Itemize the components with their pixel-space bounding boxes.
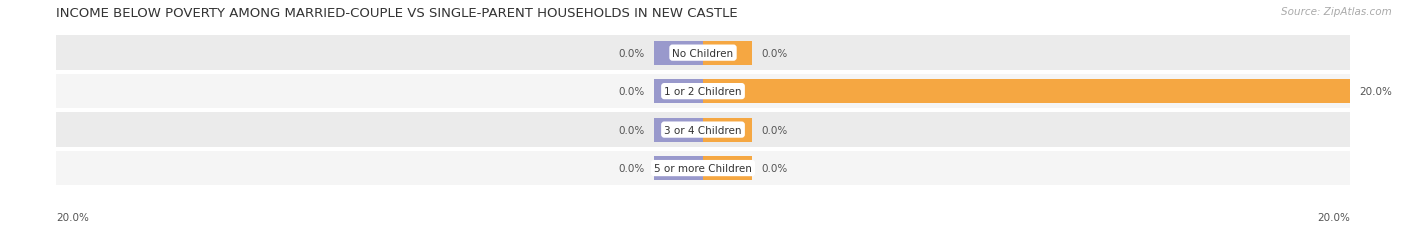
Text: 20.0%: 20.0% [56,212,89,222]
Bar [56,151,1350,185]
Text: 0.0%: 0.0% [619,87,645,97]
Bar [703,156,752,180]
Text: No Children: No Children [672,49,734,58]
Text: 0.0%: 0.0% [761,125,787,135]
Text: 0.0%: 0.0% [619,49,645,58]
Text: 20.0%: 20.0% [1317,212,1350,222]
Text: 3 or 4 Children: 3 or 4 Children [664,125,742,135]
Bar [655,42,703,65]
Text: 0.0%: 0.0% [619,125,645,135]
Text: 5 or more Children: 5 or more Children [654,163,752,173]
Text: INCOME BELOW POVERTY AMONG MARRIED-COUPLE VS SINGLE-PARENT HOUSEHOLDS IN NEW CAS: INCOME BELOW POVERTY AMONG MARRIED-COUPL… [56,7,738,20]
Text: Source: ZipAtlas.com: Source: ZipAtlas.com [1281,7,1392,17]
Bar [703,80,1350,103]
Bar [703,118,752,142]
Text: 0.0%: 0.0% [761,49,787,58]
Bar [56,113,1350,147]
Bar [56,36,1350,71]
Text: 0.0%: 0.0% [619,163,645,173]
Bar [655,118,703,142]
Bar [655,80,703,103]
Bar [56,74,1350,109]
Text: 20.0%: 20.0% [1360,87,1392,97]
Text: 1 or 2 Children: 1 or 2 Children [664,87,742,97]
Text: 0.0%: 0.0% [761,163,787,173]
Bar [655,156,703,180]
Bar [703,42,752,65]
